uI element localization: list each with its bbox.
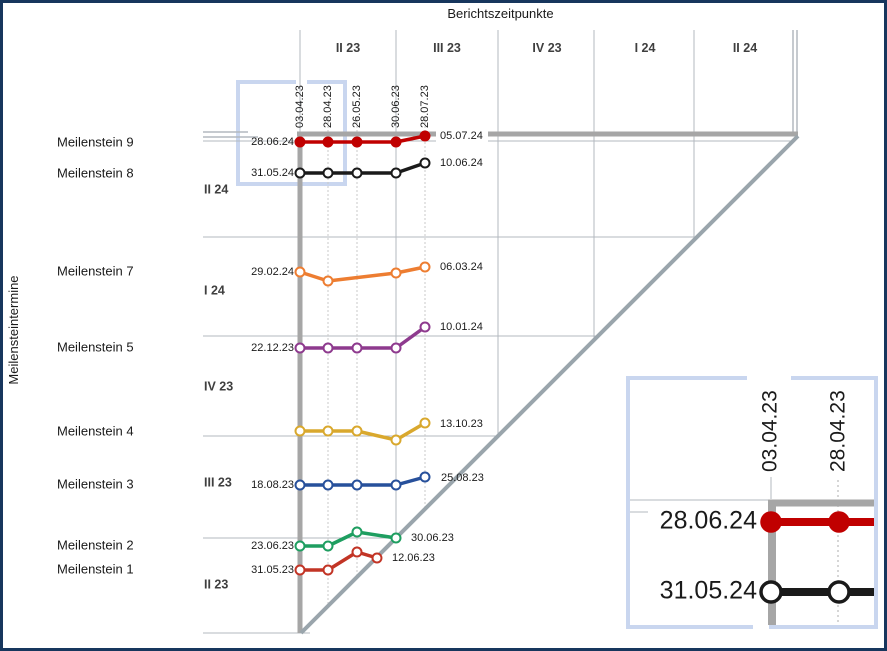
- milestone-end-label: 30.06.23: [411, 532, 454, 544]
- series-point: [294, 136, 306, 148]
- milestone-start-label: 28.06.24: [251, 136, 294, 148]
- milestone-row-label: Meilenstein 4: [57, 423, 134, 438]
- inset-milestone-date-label: 28.06.24: [660, 507, 757, 535]
- quarter-column-label: II 23: [336, 41, 360, 55]
- quarter-row-label: II 24: [204, 182, 228, 196]
- series-point: [390, 267, 402, 279]
- series-point: [294, 479, 306, 491]
- series-point: [322, 540, 334, 552]
- inset-series-point: [827, 580, 851, 604]
- inset-series-point: [828, 511, 850, 533]
- quarter-column-label: III 23: [433, 41, 461, 55]
- series-point: [390, 167, 402, 179]
- report-date-label: 28.07.23: [419, 85, 431, 128]
- milestone-start-label: 23.06.23: [251, 540, 294, 552]
- series-point: [322, 167, 334, 179]
- report-date-label: 30.06.23: [390, 85, 402, 128]
- series-point: [294, 540, 306, 552]
- series-point: [322, 564, 334, 576]
- series-point: [351, 342, 363, 354]
- milestone-start-label: 31.05.24: [251, 167, 294, 179]
- series-point: [294, 266, 306, 278]
- series-point: [351, 546, 363, 558]
- series-point: [294, 425, 306, 437]
- series-point: [351, 526, 363, 538]
- series-point: [390, 434, 402, 446]
- series-point: [322, 425, 334, 437]
- series-point: [419, 417, 431, 429]
- quarter-column-label: II 24: [733, 41, 757, 55]
- inset-series-point: [759, 580, 783, 604]
- series-point: [351, 479, 363, 491]
- series-line: [298, 161, 427, 175]
- series-line: [298, 265, 427, 283]
- milestone-end-label: 12.06.23: [392, 552, 435, 564]
- series-point: [351, 167, 363, 179]
- milestone-start-label: 29.02.24: [251, 266, 294, 278]
- series-point: [419, 261, 431, 273]
- milestone-start-label: 22.12.23: [251, 342, 294, 354]
- series-point: [294, 564, 306, 576]
- end-label-background: [436, 129, 488, 143]
- milestone-row-label: Meilenstein 7: [57, 263, 134, 278]
- series-point: [390, 136, 402, 148]
- series-point: [419, 471, 431, 483]
- report-date-label: 26.05.23: [351, 85, 363, 128]
- milestone-end-label: 10.01.24: [440, 321, 483, 333]
- series-point: [351, 136, 363, 148]
- inset-report-date-label: 03.04.23: [759, 390, 782, 472]
- series-point: [390, 532, 402, 544]
- milestone-end-label: 10.06.24: [440, 157, 483, 169]
- series-point: [390, 479, 402, 491]
- milestone-row-label: Meilenstein 3: [57, 476, 134, 491]
- series-point: [294, 167, 306, 179]
- series-point: [322, 275, 334, 287]
- series-line: [298, 530, 398, 548]
- milestone-end-label: 13.10.23: [440, 418, 483, 430]
- milestone-end-label: 06.03.24: [440, 261, 483, 273]
- series-point: [419, 321, 431, 333]
- series-line: [298, 421, 427, 442]
- quarter-column-label: I 24: [635, 41, 656, 55]
- series-point: [419, 157, 431, 169]
- milestone-row-label: Meilenstein 8: [57, 165, 134, 180]
- inset-report-date-label: 28.04.23: [827, 390, 850, 472]
- series-point: [371, 552, 383, 564]
- series-point: [419, 130, 431, 142]
- milestone-row-label: Meilenstein 5: [57, 339, 134, 354]
- quarter-row-label: II 23: [204, 577, 228, 591]
- series-line: [298, 475, 427, 487]
- report-date-label: 28.04.23: [322, 85, 334, 128]
- series-point: [322, 479, 334, 491]
- series-point: [322, 136, 334, 148]
- milestone-end-label: 25.08.23: [441, 472, 484, 484]
- series-line: [298, 325, 427, 350]
- quarter-row-label: IV 23: [204, 379, 233, 393]
- milestone-start-label: 18.08.23: [251, 479, 294, 491]
- milestone-start-label: 31.05.23: [251, 564, 294, 576]
- series-line: [298, 550, 379, 572]
- milestone-end-label: 05.07.24: [440, 130, 483, 142]
- milestone-row-label: Meilenstein 1: [57, 561, 134, 576]
- quarter-row-label: I 24: [204, 283, 225, 297]
- inset-series-point: [760, 511, 782, 533]
- series-point: [294, 342, 306, 354]
- today-diagonal: [299, 134, 800, 635]
- report-date-label: 03.04.23: [294, 85, 306, 128]
- milestone-row-label: Meilenstein 2: [57, 537, 134, 552]
- inset-milestone-date-label: 31.05.24: [660, 577, 757, 605]
- quarter-row-label: III 23: [204, 475, 232, 489]
- x-axis-title: Berichtszeitpunkte: [447, 6, 554, 21]
- series-point: [390, 342, 402, 354]
- series-point: [351, 425, 363, 437]
- milestone-row-label: Meilenstein 9: [57, 134, 134, 149]
- quarter-column-label: IV 23: [532, 41, 561, 55]
- series-line: [298, 134, 427, 144]
- series-point: [322, 342, 334, 354]
